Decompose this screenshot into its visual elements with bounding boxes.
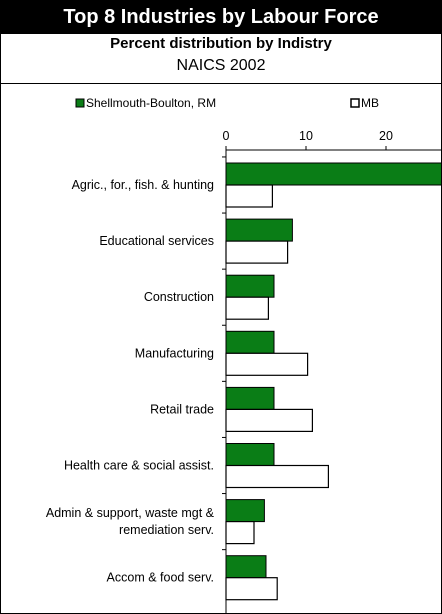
x-tick-label: 0 — [223, 129, 230, 143]
bar-series-1 — [225, 386, 275, 410]
x-tick-label: 10 — [299, 129, 313, 143]
chart-classification: NAICS 2002 — [176, 57, 266, 74]
bar-series-1 — [225, 555, 267, 579]
bars — [225, 162, 441, 601]
bar-series-1 — [225, 330, 275, 354]
legend-swatch-series-1 — [75, 98, 85, 108]
bar-series-1 — [225, 218, 293, 242]
header-divider — [1, 83, 441, 84]
x-tick-label: 20 — [379, 129, 393, 143]
bar-series-2 — [225, 408, 314, 432]
bar-series-2 — [225, 464, 330, 489]
bar-series-2 — [225, 296, 270, 320]
bar-series-1 — [225, 162, 441, 186]
category-label: Admin & support, waste mgt & — [46, 506, 215, 520]
category-label: Manufacturing — [135, 346, 214, 360]
category-label: Agric., for., fish. & hunting — [72, 178, 214, 192]
bar-series-2 — [225, 240, 289, 264]
legend-label-series-2: MB — [361, 96, 379, 110]
legend: Shellmouth-Boulton, RM MB — [75, 96, 379, 110]
category-label: Retail trade — [150, 402, 214, 416]
bar-series-2 — [225, 352, 309, 376]
bar-series-1 — [225, 443, 275, 466]
bar-series-2 — [225, 184, 274, 208]
chart-subtitle: Percent distribution by Indistry — [110, 35, 332, 52]
bar-series-2 — [225, 520, 255, 545]
category-label: Accom & food serv. — [107, 571, 214, 585]
bar-series-1 — [225, 274, 275, 298]
category-label: Educational services — [99, 234, 214, 248]
category-label: remediation serv. — [119, 523, 214, 537]
category-label: Health care & social assist. — [64, 459, 214, 473]
chart-title: Top 8 Industries by Labour Force — [1, 1, 441, 34]
category-labels: Agric., for., fish. & hunting Educational… — [46, 178, 215, 585]
bar-series-1 — [225, 499, 265, 523]
legend-swatch-series-2 — [350, 98, 360, 108]
category-label: Construction — [144, 290, 214, 304]
legend-label-series-1: Shellmouth-Boulton, RM — [86, 96, 216, 110]
bar-series-2 — [225, 577, 278, 601]
